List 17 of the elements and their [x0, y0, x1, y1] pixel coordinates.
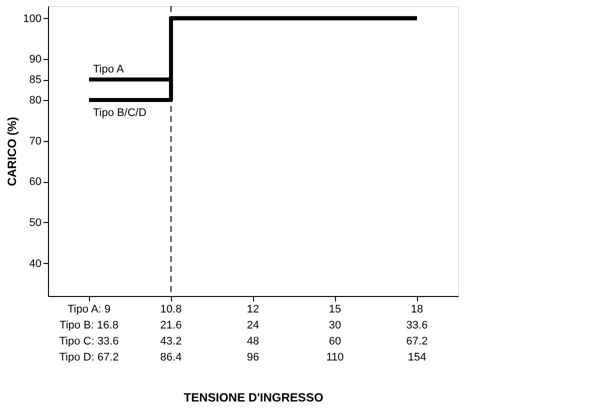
- x-tick-label: 12 24 48 96: [246, 304, 260, 364]
- y-axis-title: CARICO (%): [5, 116, 20, 186]
- x-axis-title: TENSIONE D'INGRESSO: [184, 390, 324, 404]
- y-tick-label: 70: [29, 135, 42, 148]
- y-tick-label: 50: [29, 216, 42, 229]
- series-label: Tipo A: [93, 64, 124, 76]
- y-tick-label: 85: [29, 74, 42, 86]
- x-tick-label: 15 30 60 110: [326, 304, 344, 364]
- y-tick-label: 100: [23, 12, 42, 25]
- y-tick-label: 40: [29, 258, 42, 270]
- x-tick-label: 18 33.6 67.2 154: [406, 304, 428, 364]
- y-tick-label: 60: [29, 176, 42, 188]
- series-label: Tipo B/C/D: [93, 106, 146, 119]
- y-tick-label: 80: [29, 94, 42, 106]
- x-tick-label: Tipo A: 9 Tipo B: 16.8 Tipo C: 33.6 Tipo D: 67.2: [59, 304, 119, 364]
- y-tick-label: 90: [29, 54, 42, 66]
- x-tick-label: 10.8 21.6 43.2 86.4: [160, 304, 182, 364]
